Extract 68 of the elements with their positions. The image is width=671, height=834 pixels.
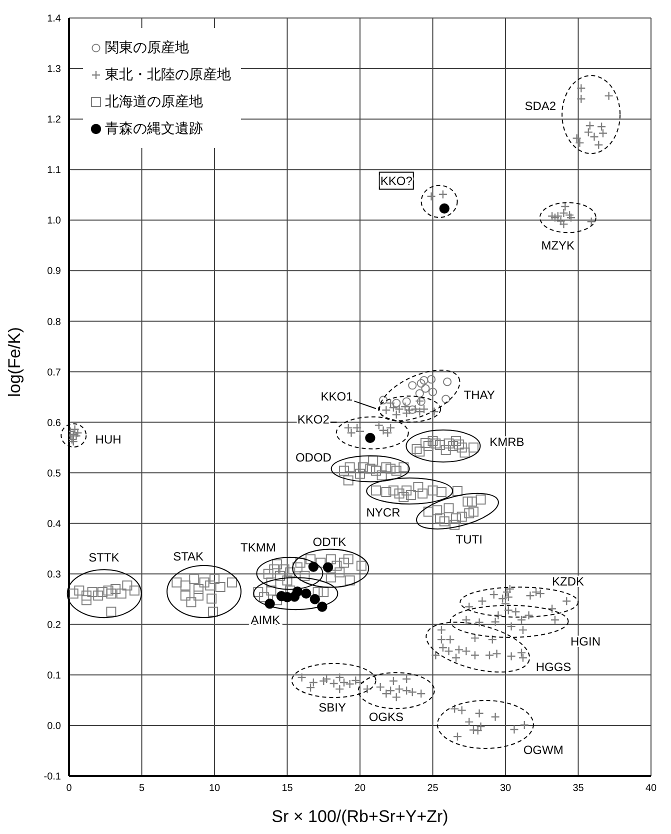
point [365,432,376,444]
point [421,384,430,393]
annotation: TKMM [240,540,276,555]
x-tick-label: 5 [138,783,145,794]
annotation: SDA2 [524,98,556,113]
annotation: THAY [464,388,495,402]
point [416,397,426,406]
y-tick-label: 0.7 [47,367,62,378]
annotation: MZYK [541,238,575,252]
y-tick-label: 0.3 [47,569,62,580]
point [308,562,319,572]
point [442,394,450,404]
annotation: OGWM [523,743,564,758]
y-tick-label: 0.0 [47,721,62,732]
x-tick-label: 30 [500,783,512,794]
y-tick-label: 1.0 [47,216,62,227]
legend-label: 北海道の原産地 [105,92,203,110]
point [392,398,401,408]
y-tick-label: 1.1 [47,165,62,176]
point [428,388,438,396]
point [443,378,452,386]
legend-label: 関東の原産地 [105,38,189,56]
x-tick-label: 0 [66,783,72,794]
annotation: ODTK [312,535,346,550]
y-tick-label: 0.5 [47,468,62,480]
x-axis-title: Sr × 100/(Rb+Sr+Y+Zr) [272,807,448,826]
point [420,376,428,385]
y-tick-label: 1.4 [47,14,62,25]
y-tick-label: 1.3 [47,64,62,76]
annotation: KKO1 [320,389,354,404]
y-tick-label: 0.9 [47,266,62,278]
annotation: SBIY [318,700,346,714]
point [322,562,334,572]
annotation: OGKS [368,710,404,724]
point [415,389,424,398]
y-axis-title: log(Fe/K) [5,327,24,397]
annotation: TUTI [456,532,482,547]
point [378,396,388,404]
y-tick-label: 0.6 [47,418,62,429]
point [301,588,312,599]
x-tick-label: 25 [427,783,439,794]
annotation: AIMK [250,612,280,627]
x-tick-label: 40 [645,783,657,794]
x-tick-label: 35 [572,783,584,794]
annotation: STTK [88,550,120,565]
x-tick-label: 15 [282,783,294,794]
point [439,203,450,214]
annotation: NYCR [366,506,401,520]
point [416,379,426,388]
y-tick-label: 0.1 [47,670,62,682]
x-tick-label: 10 [208,783,220,794]
point [408,381,417,390]
x-tick-label: 20 [354,783,366,794]
annotation: HUH [95,432,122,446]
annotation: ODOD [295,450,332,465]
annotation: HGGS [536,660,572,674]
y-tick-label: 0.4 [47,518,62,530]
legend-label: 東北・北陸の原産地 [105,66,231,84]
point [402,397,411,406]
point [310,594,320,604]
point [426,375,436,384]
y-tick-label: -0.1 [44,772,62,783]
y-tick-label: 0.8 [47,316,62,328]
y-tick-label: 1.2 [47,114,62,126]
legend-label: 青森の縄文遺跡 [105,120,203,138]
annotation: STAK [173,550,204,564]
point [408,405,417,414]
y-tick-label: 0.2 [47,620,62,631]
